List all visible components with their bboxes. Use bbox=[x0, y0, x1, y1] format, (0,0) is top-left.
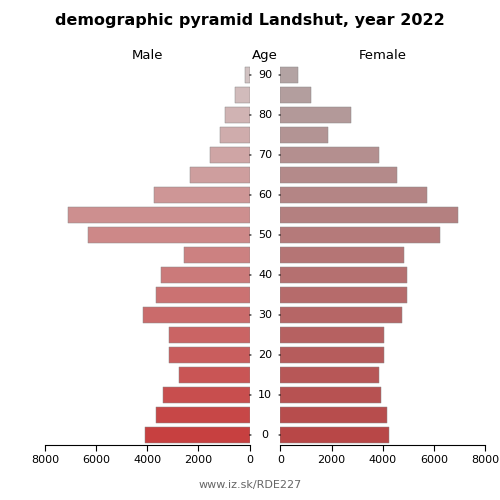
Bar bbox=[280, 387, 382, 403]
Bar bbox=[280, 407, 386, 423]
Text: 10: 10 bbox=[258, 390, 272, 400]
Bar bbox=[280, 327, 384, 343]
Bar bbox=[280, 127, 328, 143]
Bar bbox=[280, 307, 402, 323]
Bar bbox=[280, 87, 310, 103]
Bar bbox=[245, 67, 250, 83]
Text: 60: 60 bbox=[258, 190, 272, 200]
Bar bbox=[280, 207, 458, 223]
Bar bbox=[156, 287, 250, 303]
Text: 90: 90 bbox=[258, 70, 272, 80]
Text: demographic pyramid Landshut, year 2022: demographic pyramid Landshut, year 2022 bbox=[55, 12, 445, 28]
Text: 0: 0 bbox=[262, 430, 268, 440]
Title: Female: Female bbox=[358, 50, 406, 62]
Text: 40: 40 bbox=[258, 270, 272, 280]
Bar bbox=[162, 267, 250, 283]
Bar bbox=[210, 147, 250, 163]
Bar bbox=[280, 187, 428, 203]
Bar bbox=[280, 367, 379, 383]
Bar bbox=[280, 247, 404, 263]
Bar bbox=[169, 347, 250, 363]
Bar bbox=[169, 327, 250, 343]
Text: 50: 50 bbox=[258, 230, 272, 240]
Bar bbox=[180, 367, 250, 383]
Bar bbox=[190, 167, 250, 183]
Bar bbox=[162, 387, 250, 403]
Bar bbox=[235, 87, 250, 103]
Bar bbox=[280, 227, 440, 243]
Bar bbox=[280, 167, 396, 183]
Bar bbox=[220, 127, 250, 143]
Text: 70: 70 bbox=[258, 150, 272, 160]
Bar bbox=[184, 247, 250, 263]
Bar bbox=[280, 427, 389, 443]
Bar bbox=[226, 107, 250, 123]
Title: Male: Male bbox=[132, 50, 163, 62]
Bar bbox=[68, 207, 250, 223]
Bar bbox=[144, 307, 250, 323]
Bar bbox=[145, 427, 250, 443]
Bar bbox=[280, 267, 407, 283]
Bar bbox=[88, 227, 250, 243]
Bar bbox=[280, 67, 297, 83]
Bar bbox=[280, 147, 379, 163]
Bar bbox=[154, 187, 250, 203]
Text: www.iz.sk/RDE227: www.iz.sk/RDE227 bbox=[198, 480, 302, 490]
Text: 30: 30 bbox=[258, 310, 272, 320]
Bar bbox=[280, 287, 407, 303]
Text: 20: 20 bbox=[258, 350, 272, 360]
Bar bbox=[156, 407, 250, 423]
Text: 80: 80 bbox=[258, 110, 272, 120]
Title: Age: Age bbox=[252, 50, 278, 62]
Bar bbox=[280, 107, 350, 123]
Bar bbox=[280, 347, 384, 363]
